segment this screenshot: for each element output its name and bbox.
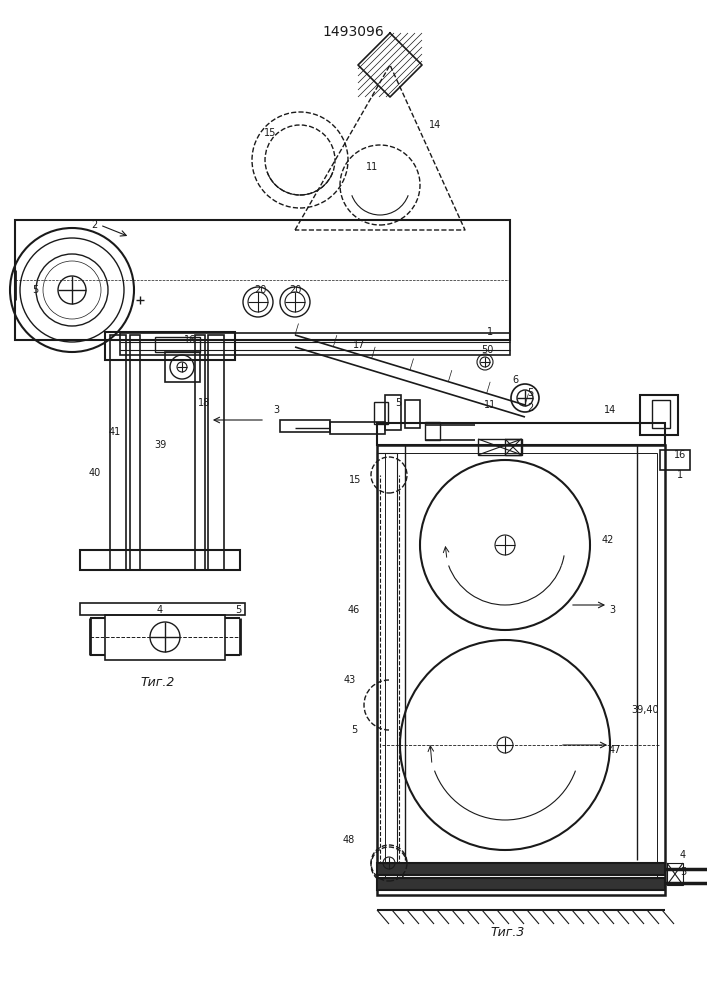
Text: 15: 15	[349, 475, 361, 485]
Bar	[105, 615, 225, 660]
Bar	[405, 400, 420, 428]
Text: 14: 14	[429, 120, 441, 130]
Text: 5: 5	[32, 285, 38, 295]
Text: 1: 1	[487, 327, 493, 337]
Text: 41: 41	[109, 427, 121, 437]
Bar	[330, 422, 385, 434]
Text: 5: 5	[395, 398, 401, 408]
Bar	[130, 335, 140, 570]
Bar	[385, 395, 401, 430]
Text: 20: 20	[289, 285, 301, 295]
Bar	[660, 450, 690, 470]
Text: 3: 3	[273, 405, 279, 415]
Bar	[195, 335, 205, 570]
Text: 3: 3	[609, 605, 615, 615]
Bar	[652, 400, 670, 428]
Bar	[377, 423, 665, 445]
Text: 5: 5	[351, 725, 357, 735]
Text: 16: 16	[184, 335, 196, 345]
Text: 18: 18	[198, 398, 210, 408]
Bar	[377, 863, 665, 875]
Text: 5: 5	[680, 867, 686, 877]
Text: 15: 15	[264, 128, 276, 138]
Text: 50: 50	[481, 345, 493, 355]
Text: 1: 1	[677, 470, 683, 480]
Bar	[15, 220, 510, 340]
Text: 11: 11	[366, 162, 378, 172]
Bar	[208, 335, 224, 570]
Bar	[505, 439, 521, 455]
Text: 5: 5	[527, 388, 533, 398]
Bar	[80, 550, 240, 570]
Text: 17: 17	[353, 340, 366, 350]
Bar	[425, 422, 440, 440]
Text: Τиг.3: Τиг.3	[491, 926, 525, 938]
Text: 4: 4	[157, 605, 163, 615]
Text: 6: 6	[512, 375, 518, 385]
Bar	[120, 333, 510, 355]
Text: Τиг.2: Τиг.2	[141, 676, 175, 688]
Bar	[105, 332, 235, 360]
Bar	[640, 395, 678, 435]
Bar	[374, 402, 388, 424]
Bar	[667, 863, 683, 885]
Bar	[377, 445, 665, 895]
Bar	[110, 335, 126, 570]
Text: 39: 39	[154, 440, 166, 450]
Bar	[280, 420, 330, 432]
Bar	[478, 439, 522, 455]
Text: 1493096: 1493096	[322, 25, 384, 39]
Text: 43: 43	[344, 675, 356, 685]
Text: 48: 48	[343, 835, 355, 845]
Bar	[377, 453, 397, 887]
Bar	[165, 352, 200, 382]
Text: 42: 42	[602, 535, 614, 545]
Text: 46: 46	[348, 605, 360, 615]
Text: 16: 16	[674, 450, 686, 460]
Text: 2: 2	[527, 403, 533, 413]
Text: 5: 5	[235, 605, 241, 615]
Text: 11: 11	[484, 400, 496, 410]
Text: 40: 40	[89, 468, 101, 478]
Text: 14: 14	[604, 405, 616, 415]
Text: 39,40: 39,40	[631, 705, 659, 715]
Text: 4: 4	[680, 850, 686, 860]
Text: 2: 2	[91, 220, 97, 230]
Bar	[385, 453, 657, 887]
Text: 47: 47	[609, 745, 621, 755]
Bar	[155, 337, 200, 352]
Bar	[377, 878, 665, 890]
Text: 20: 20	[254, 285, 267, 295]
Bar	[80, 603, 245, 615]
